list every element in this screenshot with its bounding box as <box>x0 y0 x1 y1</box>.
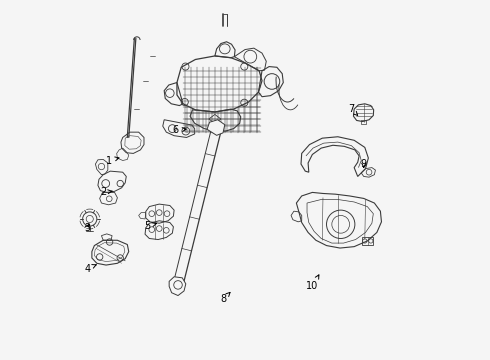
Polygon shape <box>207 120 225 135</box>
Text: 7: 7 <box>348 104 358 116</box>
Text: 2: 2 <box>100 188 112 197</box>
Text: 8: 8 <box>220 292 230 304</box>
Text: 5: 5 <box>145 221 156 231</box>
Text: 9: 9 <box>361 159 367 169</box>
Text: 4: 4 <box>84 264 96 274</box>
Polygon shape <box>169 277 186 296</box>
Text: 1: 1 <box>105 156 119 166</box>
Polygon shape <box>296 192 381 248</box>
Text: 10: 10 <box>306 275 319 291</box>
Text: 3: 3 <box>84 223 90 233</box>
Polygon shape <box>177 56 262 112</box>
Text: 6: 6 <box>173 125 186 135</box>
